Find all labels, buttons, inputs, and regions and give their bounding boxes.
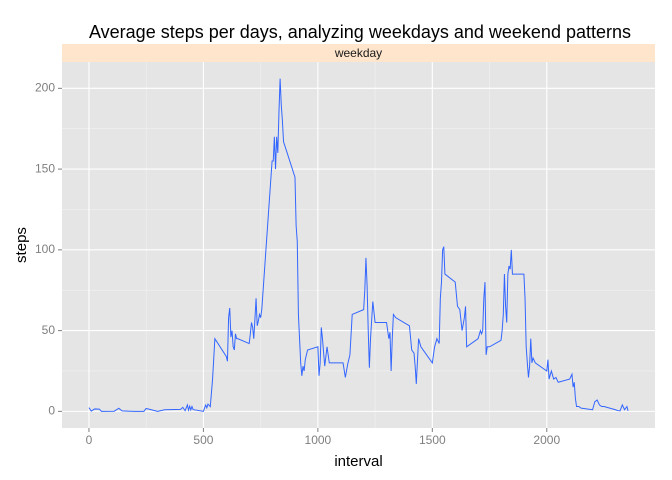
plot-panel xyxy=(62,62,655,428)
y-tick-label: 200 xyxy=(35,80,55,94)
chart-title: Average steps per days, analyzing weekda… xyxy=(89,22,631,42)
y-tick-label: 50 xyxy=(42,323,56,337)
x-tick-label: 500 xyxy=(193,433,213,447)
x-axis-label: interval xyxy=(334,453,382,470)
y-tick-label: 0 xyxy=(48,404,55,418)
facet-label: weekday xyxy=(334,46,382,60)
x-tick-label: 1500 xyxy=(419,433,446,447)
x-tick-label: 2000 xyxy=(533,433,560,447)
x-tick-label: 0 xyxy=(86,433,93,447)
y-tick-label: 100 xyxy=(35,242,55,256)
data-line xyxy=(88,78,629,413)
facet-strip xyxy=(62,44,655,62)
y-axis-label: steps xyxy=(13,227,30,263)
y-tick-label: 150 xyxy=(35,161,55,175)
x-tick-label: 1000 xyxy=(305,433,332,447)
